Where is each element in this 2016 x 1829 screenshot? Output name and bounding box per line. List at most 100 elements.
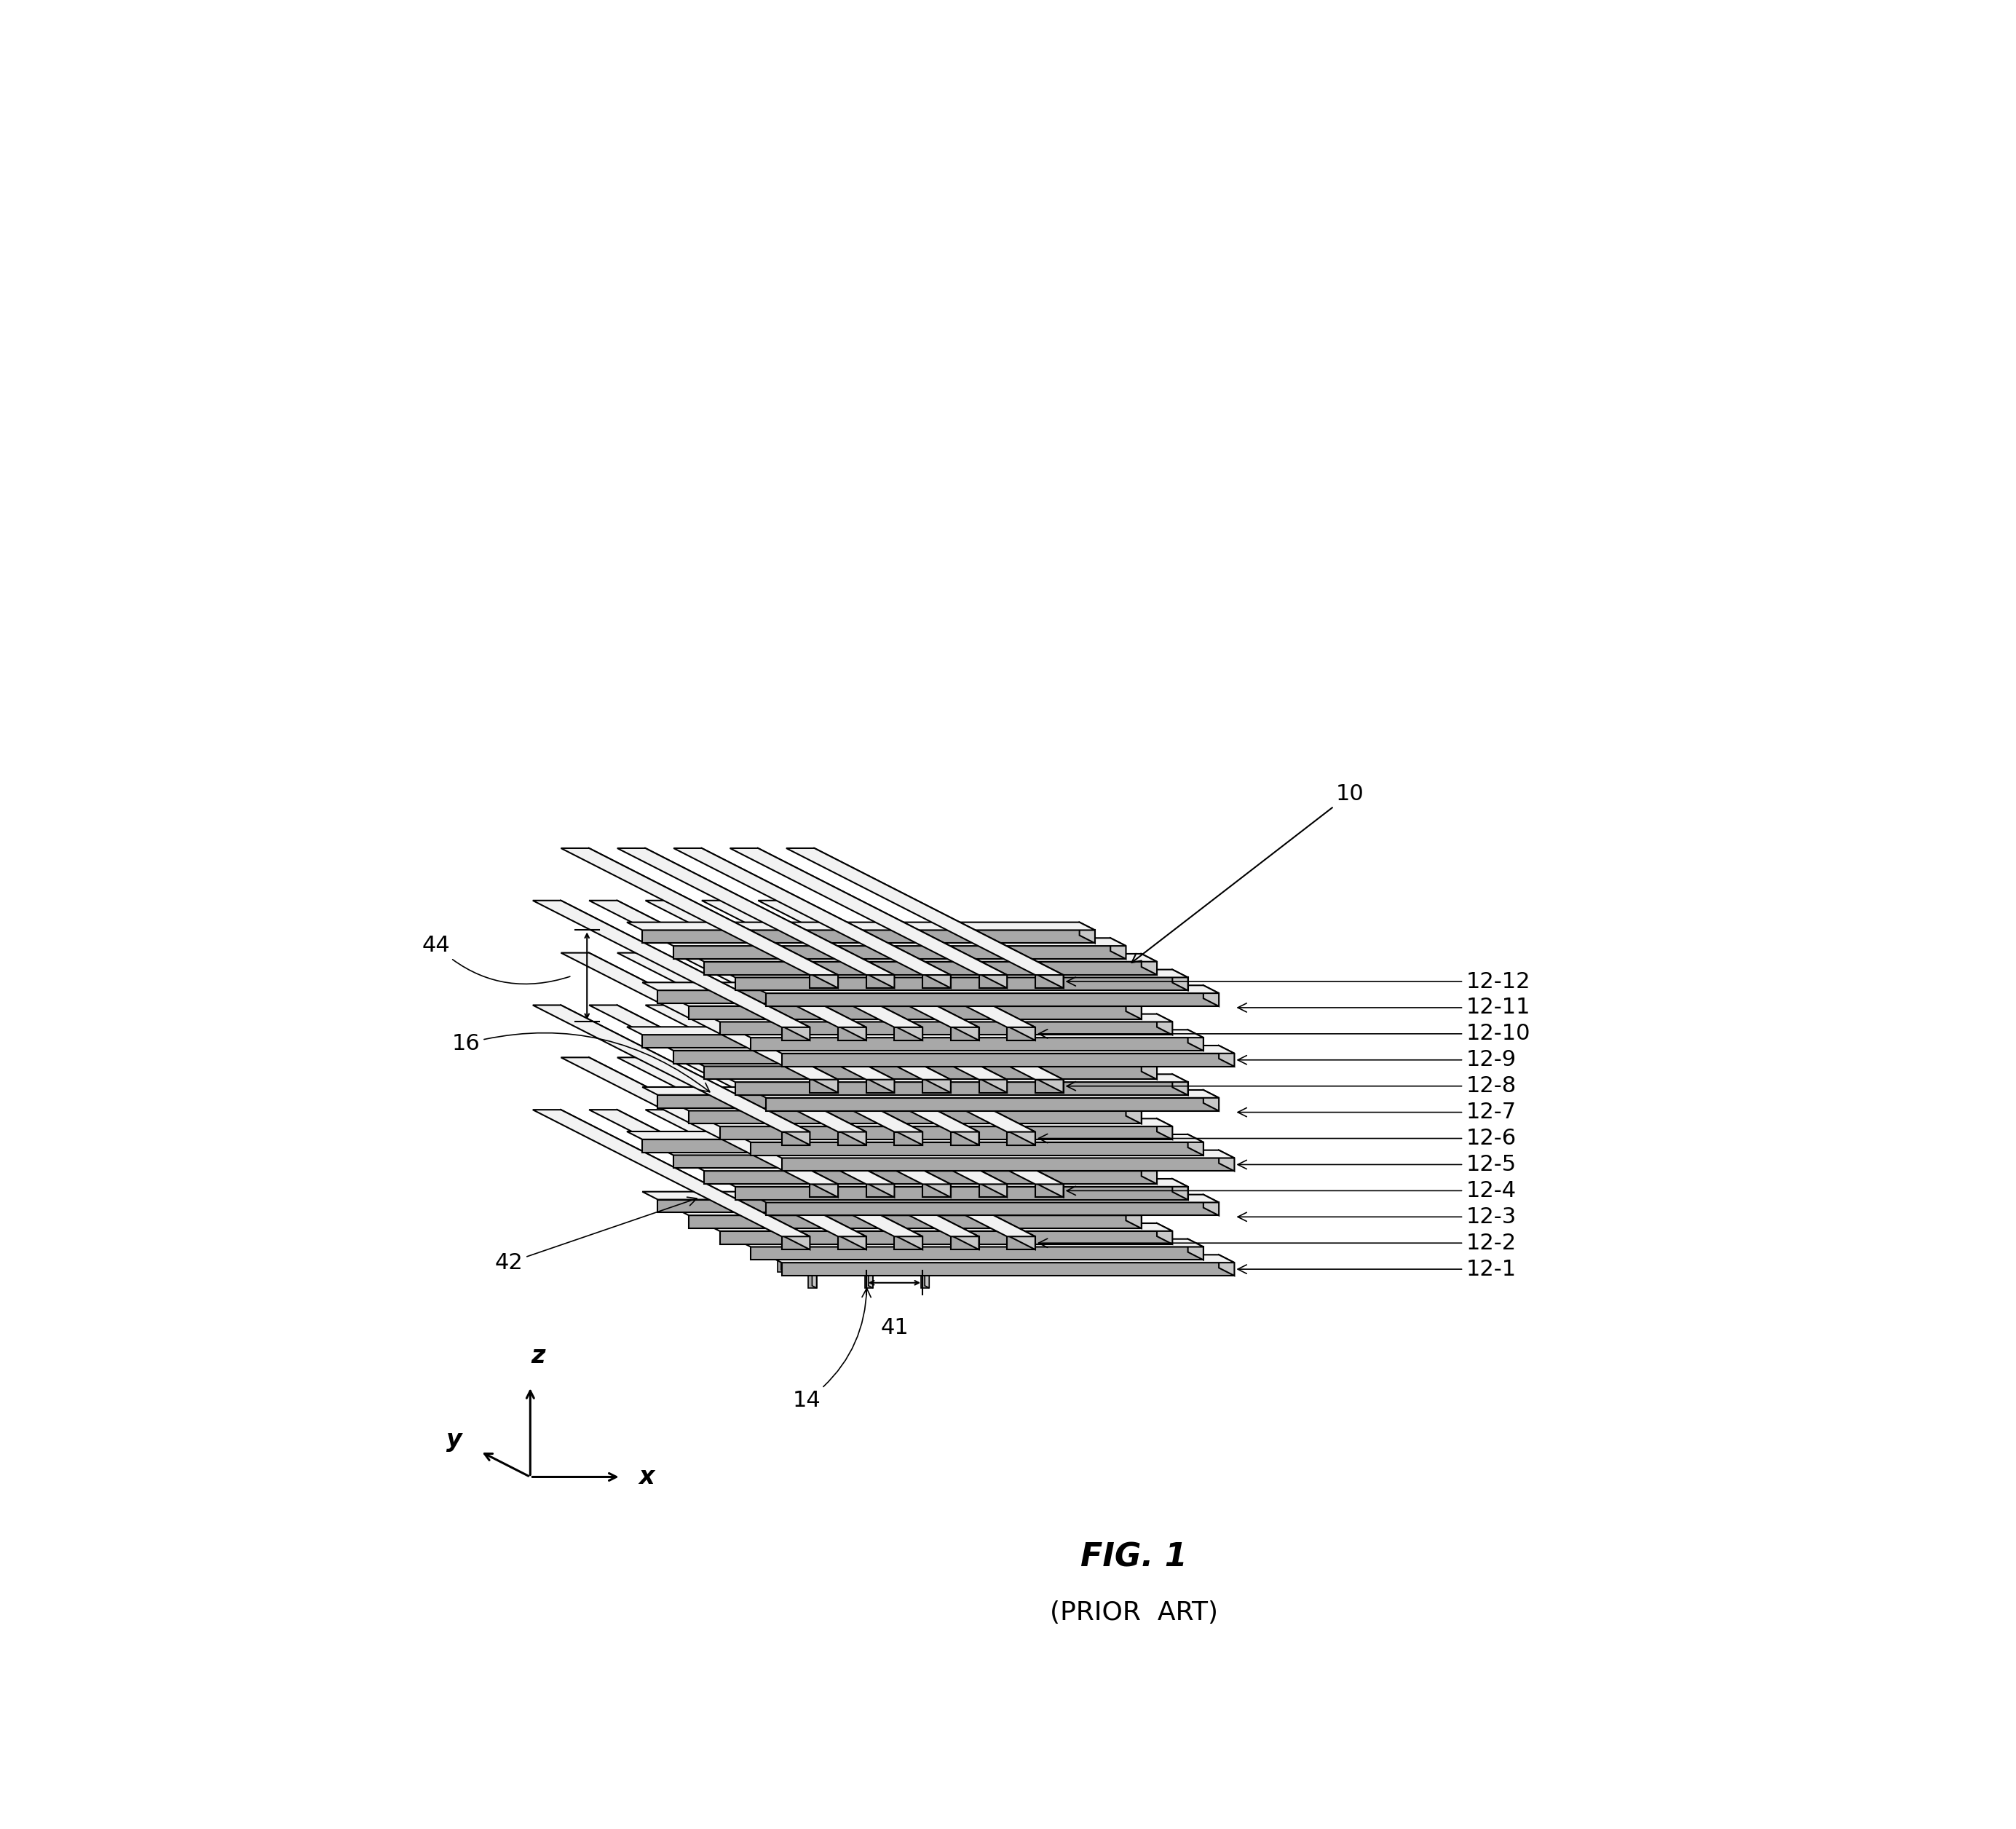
Polygon shape — [861, 1266, 873, 1267]
Polygon shape — [812, 1266, 816, 1288]
Polygon shape — [1095, 1086, 1111, 1108]
Polygon shape — [885, 1249, 899, 1253]
Polygon shape — [750, 1194, 1220, 1202]
Polygon shape — [702, 900, 980, 1028]
Polygon shape — [782, 1132, 810, 1145]
Polygon shape — [980, 1183, 1008, 1198]
Polygon shape — [730, 1110, 980, 1249]
Polygon shape — [839, 1028, 867, 1041]
Polygon shape — [589, 953, 839, 1092]
Polygon shape — [643, 1035, 1095, 1048]
Polygon shape — [1141, 953, 1157, 975]
Polygon shape — [1127, 1207, 1141, 1229]
Polygon shape — [1204, 1194, 1220, 1216]
Text: 12-12: 12-12 — [1066, 971, 1530, 991]
Polygon shape — [786, 849, 1062, 975]
Polygon shape — [645, 900, 923, 1028]
Polygon shape — [673, 1006, 923, 1145]
Polygon shape — [786, 1006, 1034, 1145]
Polygon shape — [645, 1057, 895, 1198]
Polygon shape — [1187, 1238, 1204, 1260]
Polygon shape — [867, 1079, 895, 1092]
Polygon shape — [673, 1057, 952, 1183]
Polygon shape — [736, 1134, 1204, 1143]
Polygon shape — [921, 1267, 929, 1288]
Polygon shape — [657, 1043, 1127, 1050]
Text: 12-7: 12-7 — [1238, 1101, 1516, 1123]
Text: y: y — [446, 1427, 462, 1452]
Polygon shape — [1008, 1132, 1034, 1145]
Polygon shape — [839, 1236, 867, 1249]
Polygon shape — [736, 977, 1187, 991]
Text: 12-8: 12-8 — [1066, 1075, 1516, 1097]
Text: 10: 10 — [1131, 783, 1365, 962]
Text: x: x — [639, 1465, 655, 1489]
Polygon shape — [750, 1247, 1204, 1260]
Polygon shape — [829, 1249, 843, 1253]
Polygon shape — [720, 1022, 1173, 1035]
Polygon shape — [736, 1030, 1204, 1037]
Polygon shape — [1187, 1030, 1204, 1050]
Polygon shape — [814, 953, 1062, 1092]
Polygon shape — [804, 1266, 816, 1267]
Polygon shape — [1095, 1193, 1111, 1213]
Polygon shape — [689, 1214, 1141, 1229]
Polygon shape — [702, 953, 952, 1092]
Polygon shape — [627, 1026, 1095, 1035]
Text: 12-9: 12-9 — [1238, 1050, 1516, 1070]
Polygon shape — [657, 1147, 1127, 1156]
Polygon shape — [617, 1006, 867, 1145]
Polygon shape — [810, 1079, 839, 1092]
Polygon shape — [720, 1180, 1187, 1187]
Polygon shape — [1187, 1134, 1204, 1156]
Polygon shape — [643, 1139, 1095, 1152]
Polygon shape — [736, 1083, 1187, 1096]
Polygon shape — [837, 1249, 843, 1273]
Polygon shape — [750, 986, 1220, 993]
Polygon shape — [758, 953, 1008, 1092]
Polygon shape — [923, 1183, 952, 1198]
Polygon shape — [673, 1156, 1127, 1169]
Polygon shape — [782, 1236, 810, 1249]
Polygon shape — [980, 1079, 1008, 1092]
Polygon shape — [1079, 1132, 1095, 1152]
Polygon shape — [730, 900, 980, 1041]
Polygon shape — [657, 1200, 1111, 1213]
Polygon shape — [720, 1074, 1187, 1083]
Polygon shape — [645, 1006, 923, 1132]
Polygon shape — [704, 1066, 1157, 1079]
Polygon shape — [952, 1236, 980, 1249]
Text: 12-10: 12-10 — [1038, 1022, 1530, 1044]
Polygon shape — [702, 1110, 980, 1236]
Text: 16: 16 — [452, 1033, 710, 1092]
Polygon shape — [895, 1132, 923, 1145]
Polygon shape — [786, 900, 1034, 1041]
Polygon shape — [589, 849, 839, 988]
Polygon shape — [786, 953, 1062, 1079]
Polygon shape — [689, 953, 1157, 962]
Polygon shape — [560, 1057, 839, 1183]
Polygon shape — [893, 1249, 899, 1273]
Polygon shape — [689, 1110, 1141, 1123]
Polygon shape — [720, 1127, 1173, 1139]
Polygon shape — [1204, 986, 1220, 1006]
Text: 12-2: 12-2 — [1038, 1233, 1516, 1253]
Polygon shape — [1173, 1180, 1187, 1200]
Text: 12-5: 12-5 — [1238, 1154, 1516, 1174]
Text: 41: 41 — [881, 1317, 909, 1339]
Polygon shape — [720, 969, 1187, 977]
Polygon shape — [617, 953, 895, 1079]
Polygon shape — [657, 1096, 1111, 1108]
Polygon shape — [1157, 1224, 1173, 1244]
Polygon shape — [750, 1143, 1204, 1156]
Polygon shape — [1095, 982, 1111, 1004]
Polygon shape — [766, 1202, 1220, 1216]
Polygon shape — [1079, 1026, 1095, 1048]
Polygon shape — [643, 982, 1111, 989]
Polygon shape — [780, 1249, 786, 1273]
Polygon shape — [689, 1059, 1157, 1066]
Polygon shape — [782, 1028, 810, 1041]
Polygon shape — [758, 1110, 1034, 1236]
Polygon shape — [923, 975, 952, 988]
Polygon shape — [704, 1171, 1157, 1183]
